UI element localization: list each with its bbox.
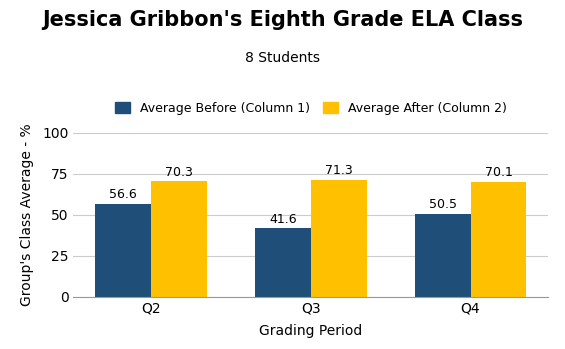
X-axis label: Grading Period: Grading Period — [259, 324, 362, 338]
Bar — [255, 228, 311, 297]
Bar — [151, 181, 207, 297]
Bar — [95, 204, 151, 297]
Text: 50.5: 50.5 — [429, 198, 457, 211]
Bar — [311, 180, 367, 297]
Bar — [415, 214, 471, 297]
Text: 71.3: 71.3 — [325, 164, 353, 177]
Text: 41.6: 41.6 — [269, 213, 297, 226]
Text: 70.1: 70.1 — [485, 166, 512, 179]
Text: 8 Students: 8 Students — [245, 51, 320, 65]
Bar — [471, 182, 527, 297]
Text: 56.6: 56.6 — [109, 188, 137, 201]
Legend: Average Before (Column 1), Average After (Column 2): Average Before (Column 1), Average After… — [110, 97, 511, 120]
Text: Jessica Gribbon's Eighth Grade ELA Class: Jessica Gribbon's Eighth Grade ELA Class — [42, 10, 523, 30]
Text: 70.3: 70.3 — [165, 166, 193, 179]
Y-axis label: Group's Class Average - %: Group's Class Average - % — [20, 123, 34, 306]
